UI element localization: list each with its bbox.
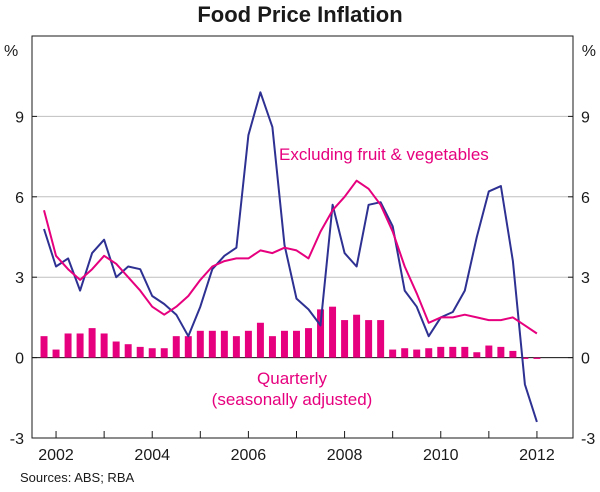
quarterly-bar-36 [473, 352, 481, 358]
quarterly-bar-7 [124, 344, 132, 358]
y-tick-right-0: 0 [581, 351, 590, 368]
quarterly-bar-17 [244, 330, 252, 358]
quarterly-bar-20 [280, 330, 288, 358]
quarterly-bar-6 [112, 341, 120, 358]
y-tick-left-0: 0 [15, 351, 24, 368]
quarterly-bar-3 [76, 333, 84, 358]
quarterly-bar-12 [184, 336, 192, 358]
quarterly-bar-2 [64, 333, 72, 358]
x-tick-label-2006: 2006 [231, 447, 267, 464]
source-note: Sources: ABS; RBA [20, 470, 135, 485]
quarterly-bar-33 [437, 346, 445, 358]
quarterly-bar-35 [461, 346, 469, 358]
y-tick-left--3: -3 [10, 431, 24, 448]
quarterly-bar-37 [485, 345, 493, 358]
quarterly-bar-11 [172, 336, 180, 358]
quarterly-bar-9 [148, 348, 156, 358]
quarterly-bar-0 [40, 336, 48, 358]
quarterly-annotation-line1: Quarterly [257, 369, 327, 388]
y-tick-right-9: 9 [581, 109, 590, 126]
quarterly-bar-24 [329, 306, 337, 358]
quarterly-bar-31 [413, 349, 421, 358]
quarterly-bar-16 [232, 336, 240, 358]
quarterly-bar-21 [293, 330, 300, 358]
quarterly-bar-41 [533, 357, 541, 359]
x-tick-label-2002: 2002 [38, 447, 74, 464]
food-line [43, 91, 538, 423]
quarterly-bar-34 [449, 346, 457, 358]
quarterly-bar-4 [88, 328, 96, 358]
y-unit-left: % [4, 43, 18, 60]
axis-ticks [32, 115, 573, 439]
y-tick-right--3: -3 [581, 431, 595, 448]
quarterly-bar-13 [196, 330, 204, 358]
quarterly-bar-8 [136, 346, 144, 358]
quarterly-bar-22 [305, 328, 312, 358]
excluding-fruit-veg-line [43, 179, 538, 335]
quarterly-bar-32 [425, 348, 433, 358]
y-tick-right-6: 6 [581, 190, 590, 207]
quarterly-bar-25 [341, 320, 349, 358]
y-tick-left-3: 3 [15, 270, 24, 287]
quarterly-bar-15 [220, 330, 228, 358]
chart-title: Food Price Inflation [197, 2, 403, 27]
quarterly-bar-39 [509, 350, 517, 358]
x-tick-label-2012: 2012 [519, 447, 555, 464]
quarterly-bar-27 [365, 320, 373, 358]
quarterly-bar-18 [256, 322, 264, 358]
quarterly-bar-19 [268, 336, 276, 358]
y-tick-left-6: 6 [15, 190, 24, 207]
quarterly-bar-40 [521, 357, 529, 359]
quarterly-bar-26 [353, 314, 361, 358]
quarterly-bar-30 [401, 348, 409, 358]
y-tick-right-3: 3 [581, 270, 590, 287]
x-tick-label-2004: 2004 [134, 447, 170, 464]
quarterly-bar-28 [377, 320, 385, 358]
quarterly-annotation-line2: (seasonally adjusted) [212, 390, 373, 409]
quarterly-bar-1 [52, 349, 60, 358]
quarterly-bar-29 [389, 349, 397, 358]
series-lines [43, 91, 538, 423]
quarterly-bar-14 [208, 330, 216, 358]
quarterly-bar-38 [497, 346, 505, 358]
x-tick-label-2010: 2010 [423, 447, 459, 464]
quarterly-bar-10 [160, 348, 168, 358]
plot-frame [31, 35, 574, 439]
y-tick-left-9: 9 [15, 109, 24, 126]
quarterly-bars [40, 306, 541, 359]
quarterly-bar-5 [100, 333, 108, 358]
quarterly-bar-23 [317, 309, 325, 358]
x-tick-label-2008: 2008 [327, 447, 363, 464]
axis-labels: -3 -3 0 0 3 3 6 6 9 9 2002 2004 2006 2008 2010 2012 [10, 109, 596, 464]
y-unit-right: % [582, 43, 596, 60]
excluding-series-annotation: Excluding fruit & vegetables [279, 145, 489, 164]
